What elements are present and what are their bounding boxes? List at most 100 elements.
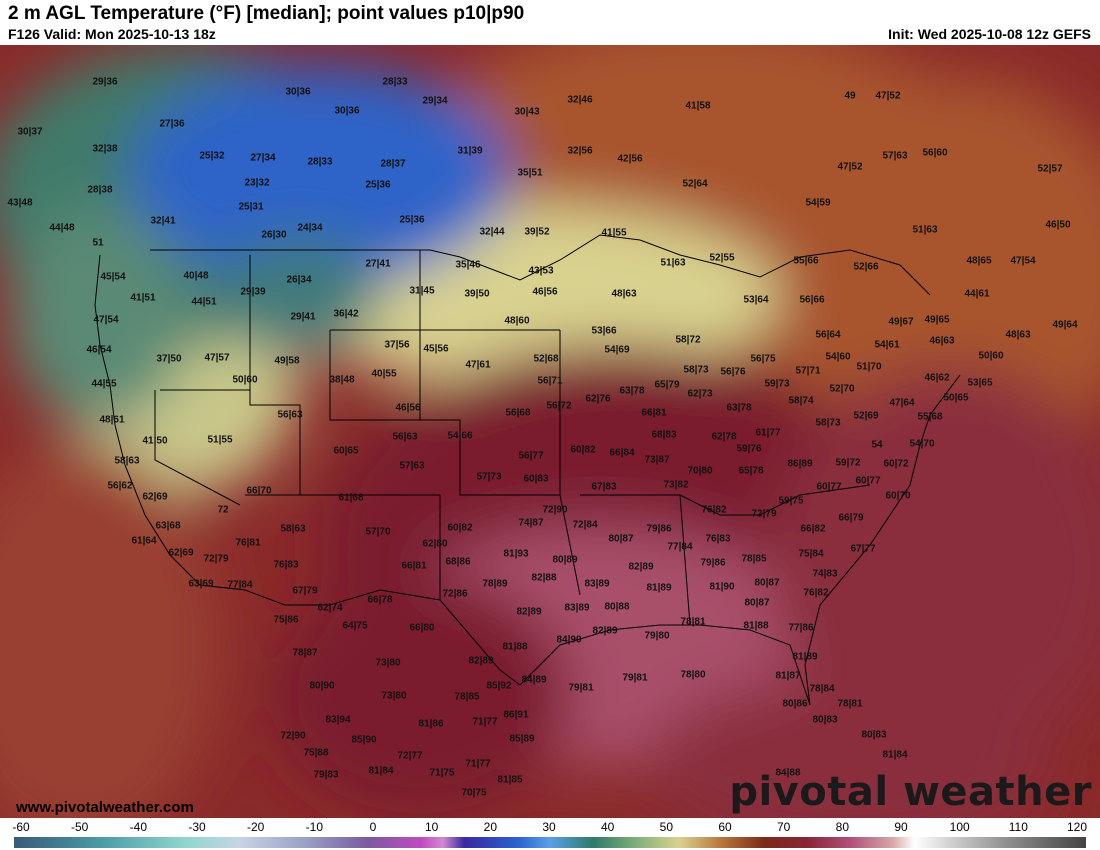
point-value: 73|87 [644, 454, 670, 466]
state-line-4 [420, 419, 560, 496]
point-value: 56|60 [922, 147, 948, 159]
point-value: 41|55 [601, 227, 627, 239]
point-value: 72|90 [542, 504, 568, 516]
point-value: 52|70 [829, 383, 855, 395]
point-value: 47|64 [889, 397, 915, 409]
colorbar-tick: 20 [483, 820, 498, 834]
point-value: 78|84 [809, 683, 835, 695]
point-value: 47|52 [875, 90, 901, 102]
point-value: 35|51 [517, 167, 543, 179]
point-value: 58|73 [815, 417, 841, 429]
point-value: 52|66 [853, 261, 879, 273]
point-value: 51|63 [912, 224, 938, 236]
point-value: 72 [217, 504, 229, 516]
state-line-6 [559, 330, 581, 596]
point-value: 54 [871, 439, 883, 451]
point-value: 32|56 [567, 145, 593, 157]
point-value: 81|90 [709, 581, 735, 593]
us-canada-border [150, 234, 931, 296]
point-value: 73|82 [663, 479, 689, 491]
state-line-8 [679, 484, 871, 516]
west-coast [94, 254, 246, 591]
caribbean-region [650, 675, 1050, 818]
point-value: 40|55 [371, 368, 397, 380]
point-value: 54|66 [447, 430, 473, 442]
point-value: 35|46 [455, 259, 481, 271]
colorbar-tick: 90 [894, 820, 908, 834]
point-value: 81|93 [503, 548, 529, 560]
point-value: 56|63 [277, 409, 303, 421]
point-value: 61|68 [338, 492, 364, 504]
point-value: 53|66 [591, 325, 617, 337]
point-value: 29|34 [422, 95, 448, 107]
point-value: 66|70 [246, 485, 272, 497]
point-value: 56|66 [799, 294, 825, 306]
point-value: 32|41 [150, 215, 176, 227]
hot-mexico-region [270, 575, 570, 815]
point-value: 48|61 [99, 414, 125, 426]
point-value: 79|83 [313, 769, 339, 781]
point-value: 79|80 [644, 630, 670, 642]
point-value: 81|89 [646, 582, 672, 594]
point-value: 60|83 [523, 473, 549, 485]
point-value: 67|83 [591, 481, 617, 493]
point-value: 48|63 [611, 288, 637, 300]
temperature-map[interactable]: 29|36 28|33 30|36 29|34 32|46 30|43 41|58 49 47|… [0, 45, 1100, 818]
point-value: 80|88 [604, 601, 630, 613]
point-value: 56|75 [750, 353, 776, 365]
point-value: 55|66 [793, 255, 819, 267]
point-value: 79|81 [568, 682, 594, 694]
point-value: 47|52 [837, 161, 863, 173]
point-value: 38|48 [329, 374, 355, 386]
point-value: 60|82 [570, 444, 596, 456]
point-value: 62|69 [168, 547, 194, 559]
point-value: 78|85 [454, 691, 480, 703]
point-value: 58|63 [114, 455, 140, 467]
point-value: 57|73 [476, 471, 502, 483]
point-value: 26|34 [286, 274, 312, 286]
point-value: 28|38 [87, 184, 113, 196]
point-value: 46|62 [924, 372, 950, 384]
point-value: 81|85 [497, 774, 523, 786]
point-value: 44|61 [964, 288, 990, 300]
point-value: 80|87 [608, 533, 634, 545]
point-value: 65|78 [738, 465, 764, 477]
point-value: 81|86 [418, 718, 444, 730]
point-value: 78|89 [482, 578, 508, 590]
point-value: 49|64 [1052, 319, 1078, 331]
point-value: 68|83 [651, 429, 677, 441]
point-value: 25|32 [199, 150, 225, 162]
point-value: 56|71 [537, 375, 563, 387]
point-value: 81|89 [792, 651, 818, 663]
point-value: 82|88 [531, 572, 557, 584]
point-value: 37|50 [156, 353, 182, 365]
point-value: 62|74 [317, 602, 343, 614]
point-value: 49|58 [274, 355, 300, 367]
state-line-1 [245, 255, 301, 496]
point-value: 56|64 [815, 329, 841, 341]
point-value: 71|75 [429, 767, 455, 779]
point-value: 66|81 [401, 560, 427, 572]
point-value: 54|61 [874, 339, 900, 351]
point-value: 54|60 [825, 351, 851, 363]
point-value: 60|82 [447, 522, 473, 534]
point-value: 49|65 [924, 314, 950, 326]
init-time: Init: Wed 2025-10-08 12z GEFS [888, 26, 1091, 42]
point-value: 48|60 [504, 315, 530, 327]
point-value: 82|89 [628, 561, 654, 573]
point-value: 61|64 [131, 535, 157, 547]
point-value: 23|32 [244, 177, 270, 189]
point-value: 52|55 [709, 252, 735, 264]
point-value: 59|72 [835, 457, 861, 469]
point-value: 25|31 [238, 201, 264, 213]
point-value: 66|78 [367, 594, 393, 606]
point-value: 62|80 [422, 538, 448, 550]
point-value: 44|51 [191, 296, 217, 308]
point-value: 63|78 [619, 385, 645, 397]
point-value: 56|77 [518, 450, 544, 462]
point-value: 39|52 [524, 226, 550, 238]
colorbar-tick: 30 [542, 820, 556, 834]
colorbar-tick: -60 [12, 820, 30, 834]
point-value: 84|89 [521, 674, 547, 686]
point-value: 63|68 [155, 520, 181, 532]
